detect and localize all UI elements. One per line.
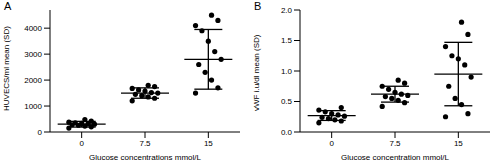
svg-text:vWF i.u/dl mean (SD): vWF i.u/dl mean (SD) bbox=[252, 34, 261, 111]
svg-text:0.0: 0.0 bbox=[281, 128, 293, 137]
svg-text:7.5: 7.5 bbox=[389, 139, 401, 148]
svg-text:2000: 2000 bbox=[24, 76, 42, 85]
svg-text:0.5: 0.5 bbox=[281, 97, 293, 106]
svg-text:Glucose concentration mmol/L: Glucose concentration mmol/L bbox=[341, 153, 450, 162]
html-text:B: B bbox=[254, 0, 262, 12]
svg-text:15: 15 bbox=[204, 139, 213, 148]
html-text:A: A bbox=[4, 0, 12, 12]
svg-text:0: 0 bbox=[79, 139, 84, 148]
svg-text:3000: 3000 bbox=[24, 50, 42, 59]
svg-text:1000: 1000 bbox=[24, 102, 42, 111]
svg-text:2.0: 2.0 bbox=[281, 6, 293, 15]
svg-text:7.5: 7.5 bbox=[139, 139, 151, 148]
svg-text:0: 0 bbox=[329, 139, 334, 148]
svg-text:15: 15 bbox=[454, 139, 463, 148]
svg-text:0: 0 bbox=[38, 128, 43, 137]
svg-text:4000: 4000 bbox=[24, 24, 42, 33]
svg-text:1.5: 1.5 bbox=[281, 36, 293, 45]
svg-text:HUVECS/ml mean (SD): HUVECS/ml mean (SD) bbox=[8, 26, 11, 111]
svg-text:1.0: 1.0 bbox=[281, 67, 293, 76]
svg-text:Glucose concentrations mmol/L: Glucose concentrations mmol/L bbox=[89, 153, 202, 162]
